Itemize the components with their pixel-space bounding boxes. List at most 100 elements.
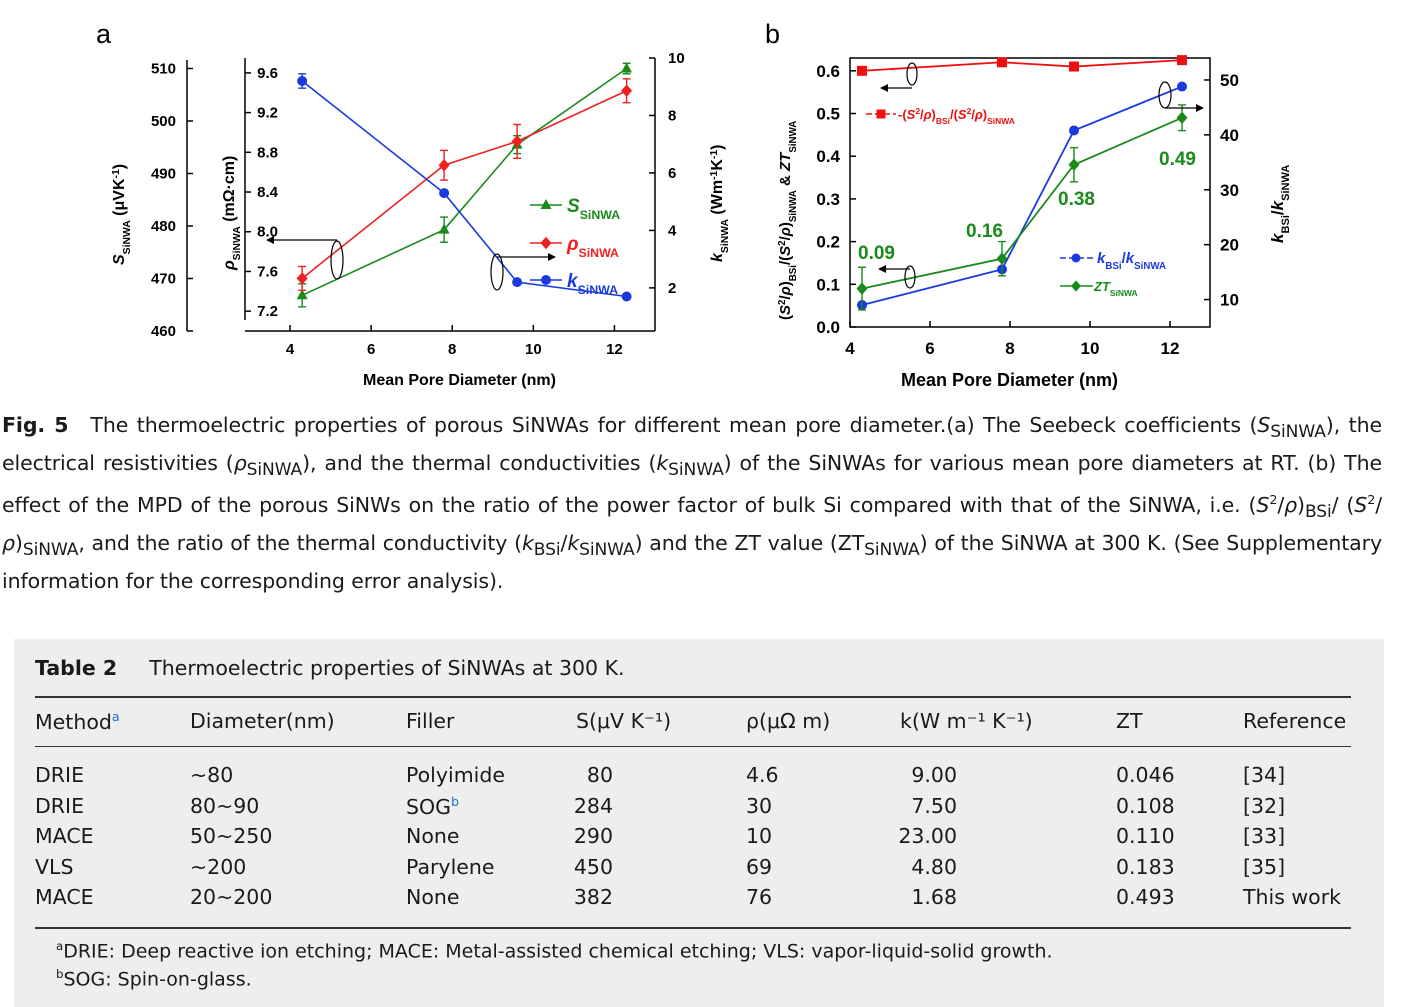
axis-indicator-oval [904, 265, 916, 289]
cell-k: 4.80 [911, 854, 957, 879]
cell-reference: [33] [1243, 824, 1286, 849]
x-tick-label: 6 [367, 341, 375, 358]
cell-filler: None [406, 885, 460, 910]
data-point [856, 282, 868, 295]
table-title: Table 2 Thermoelectric properties of SiNW… [35, 656, 625, 680]
table-top-rule [35, 696, 1351, 698]
header-s: S(μV K⁻¹) [576, 709, 672, 733]
footnote-a: aDRIE: Deep reactive ion etching; MACE: … [56, 939, 1053, 963]
data-point [1069, 125, 1079, 136]
series-line [861, 59, 1183, 72]
figure-5: a b 4 6 8 10 12 460 470 480 490 500 510 7.2 7.6 8.0 8.… [96, 19, 1292, 390]
cell-s: 382 [573, 885, 613, 910]
caption-text-4: ) of the SiNWAs for various mean pore di… [2, 450, 1382, 518]
data-point-S [296, 289, 308, 300]
cell-reference: [35] [1243, 854, 1286, 879]
data-point [1068, 158, 1080, 171]
table-header-rule [35, 746, 1351, 747]
caption-text-6: ) and the ZT value ( [634, 530, 838, 555]
header-filler: Filler [406, 709, 455, 733]
data-point-rho [296, 272, 308, 285]
right-tick-label: 40 [1220, 126, 1239, 145]
data-point-k [439, 188, 450, 199]
data-point-rho [621, 84, 633, 98]
cell-reference: This work [1243, 885, 1342, 910]
s-axis-title: SSiNWA (μVK-1) [111, 164, 133, 265]
rho-tick-label: 7.2 [257, 303, 278, 320]
data-point [997, 57, 1007, 68]
legend-marker [876, 109, 886, 119]
table-row: MACE 50~250 None 290 10 23.00 0.110 [33] [35, 824, 1351, 854]
cell-zt: 0.183 [1116, 854, 1175, 879]
s-tick-label: 480 [151, 218, 176, 235]
left-tick-label: 0.6 [816, 62, 840, 81]
cell-k: 7.50 [911, 793, 957, 818]
axis-indicator-oval [906, 62, 918, 86]
chart-panel-b: 4 6 8 10 12 0.0 0.1 0.2 0.3 0.4 0.5 0.6 10 20 30 40 50 Me… [777, 55, 1292, 390]
header-method: Methoda [35, 709, 120, 734]
cell-zt: 0.493 [1116, 885, 1175, 910]
k-axis-title: kSiNWA (Wm-1K-1) [709, 145, 731, 262]
x-axis-title-b: Mean Pore Diameter (nm) [901, 370, 1118, 390]
caption-text-3: ), and the thermal conductivities ( [302, 450, 657, 475]
rho-tick-label: 8.0 [257, 224, 278, 241]
cell-diameter: ~80 [190, 763, 234, 787]
right-tick-label: 20 [1220, 236, 1239, 255]
cell-reference: [32] [1243, 793, 1286, 818]
left-tick-label: 0.1 [816, 275, 840, 294]
series-line-rho [301, 90, 627, 280]
k-tick-label: 8 [668, 107, 676, 124]
s-tick-label: 470 [151, 271, 176, 288]
zt-annotation: 0.49 [1159, 149, 1196, 170]
rho-tick-label: 9.6 [257, 65, 278, 82]
s-tick-label: 460 [151, 323, 176, 340]
x-tick-label: 10 [1081, 339, 1100, 358]
left-tick-label: 0.0 [816, 318, 840, 337]
legend-label-zt: ZTSiNWA [1093, 279, 1138, 298]
data-point [857, 65, 867, 76]
table-bottom-rule [35, 927, 1351, 929]
k-tick-label: 4 [668, 222, 677, 239]
x-tick-label: 8 [1005, 339, 1014, 358]
data-point [1069, 61, 1079, 72]
data-point-k [621, 291, 632, 302]
cell-zt: 0.108 [1116, 793, 1175, 818]
cell-filler: SOGb [406, 793, 460, 819]
rho-tick-label: 9.2 [257, 105, 278, 122]
cell-rho: 4.6 [746, 763, 779, 787]
x-axis-title-a: Mean Pore Diameter (nm) [363, 372, 556, 389]
left-tick-label: 0.5 [816, 105, 840, 124]
arrow-head [266, 236, 274, 244]
legend-label-S: SSiNWA [567, 196, 620, 222]
cell-s: 450 [573, 854, 613, 879]
x-tick-label: 10 [525, 341, 542, 358]
cell-k: 23.00 [898, 824, 957, 849]
rho-tick-label: 8.4 [257, 184, 279, 201]
cell-filler: Polyimide [406, 763, 505, 787]
cell-rho: 30 [746, 793, 773, 818]
header-zt: ZT [1116, 709, 1143, 733]
caption-text-2: ), the electrical resistivities ( [2, 413, 1382, 475]
panel-letter-a: a [96, 19, 112, 49]
rho-tick-label: 7.6 [257, 263, 278, 280]
data-point [1177, 55, 1187, 66]
right-tick-label: 10 [1220, 291, 1239, 310]
table-row: DRIE ~80 Polyimide 80 4.6 9.00 0.046 [34] [35, 763, 1351, 793]
plot-frame-b [849, 57, 1211, 328]
cell-k: 1.68 [911, 885, 957, 910]
left-axis-title: (S2/ρ)BSi/(S2/ρ)SiNWA & ZTSiNWA [777, 121, 799, 320]
cell-filler: Parylene [406, 854, 495, 879]
footnote-b: bSOG: Spin-on-glass. [56, 967, 252, 991]
caption-text-7: ) of the SiNWA at 300 K. (See Supplement… [2, 530, 1382, 593]
cell-method: MACE [35, 885, 94, 910]
k-tick-label: 2 [668, 280, 676, 297]
legend-marker [541, 275, 551, 285]
zt-annotation: 0.09 [858, 243, 895, 264]
cell-rho: 10 [746, 824, 773, 849]
data-point-rho [511, 135, 523, 148]
header-diameter: Diameter(nm) [190, 709, 335, 733]
legend-label-k: kSiNWA [567, 271, 618, 297]
cell-diameter: 80~90 [190, 793, 260, 818]
right-tick-label: 50 [1220, 71, 1239, 90]
zt-annotation: 0.38 [1058, 189, 1095, 210]
